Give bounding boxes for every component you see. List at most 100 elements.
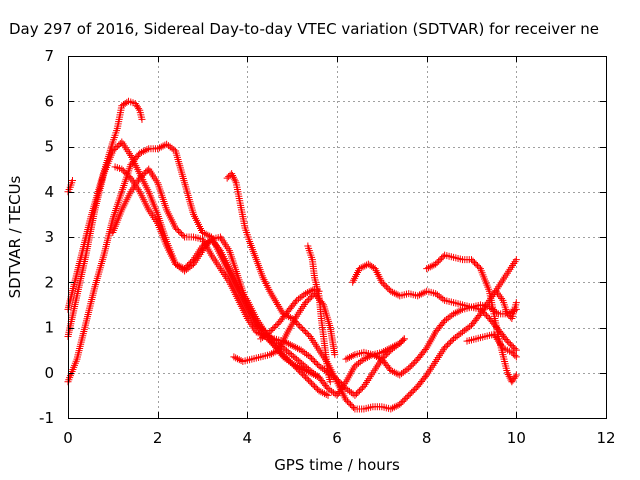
data-point <box>355 359 363 367</box>
data-point <box>495 291 503 299</box>
data-point <box>392 341 400 349</box>
data-point <box>231 177 239 185</box>
data-point <box>433 291 441 299</box>
data-point <box>223 174 231 182</box>
data-point <box>397 338 405 346</box>
data-point <box>225 173 233 181</box>
data-point <box>304 368 312 376</box>
data-point <box>323 383 331 391</box>
data-point <box>353 361 361 369</box>
data-point <box>138 148 146 156</box>
data-point <box>344 386 352 394</box>
data-point <box>172 224 180 232</box>
data-point <box>308 354 316 362</box>
data-point <box>300 291 308 299</box>
data-point <box>278 349 286 357</box>
data-point <box>468 256 475 264</box>
data-point <box>390 289 398 297</box>
data-point <box>300 327 308 335</box>
data-point <box>503 337 511 345</box>
data-point <box>232 354 240 362</box>
data-point <box>272 322 280 330</box>
data-point <box>406 390 414 398</box>
data-point <box>296 367 304 375</box>
data-point <box>135 105 143 113</box>
x-tick-label: 8 <box>422 429 432 447</box>
data-point <box>311 357 319 365</box>
data-point <box>342 396 350 404</box>
data-point <box>312 384 320 392</box>
data-point <box>509 350 517 358</box>
data-point <box>423 265 431 273</box>
data-point <box>349 403 357 411</box>
data-point <box>179 231 187 239</box>
data-point <box>326 386 334 394</box>
data-point <box>287 358 295 366</box>
data-point <box>357 264 365 272</box>
data-point <box>457 329 465 337</box>
data-point <box>269 325 277 333</box>
data-point <box>329 389 337 397</box>
data-point <box>302 299 310 307</box>
data-point <box>397 399 405 407</box>
data-point <box>498 295 506 303</box>
data-point <box>312 359 320 367</box>
data-point <box>230 175 238 183</box>
data-point <box>228 170 236 178</box>
data-point <box>139 171 147 179</box>
data-point <box>319 389 327 397</box>
data-point <box>326 378 334 386</box>
series-arc-3 <box>64 140 520 399</box>
y-tick-label: 5 <box>44 138 54 156</box>
data-point <box>442 315 450 323</box>
data-point <box>508 348 516 356</box>
data-point <box>202 230 210 238</box>
data-point <box>291 363 299 371</box>
data-point <box>181 265 189 273</box>
data-point <box>381 347 389 355</box>
data-point <box>204 238 212 246</box>
data-point <box>346 387 354 395</box>
y-tick-label: -1 <box>39 409 54 427</box>
data-point <box>439 295 447 303</box>
data-point <box>229 173 237 181</box>
y-tick-label: 2 <box>44 273 54 291</box>
data-point <box>307 287 315 295</box>
data-point <box>390 403 398 411</box>
data-point <box>157 143 165 151</box>
data-point <box>163 140 171 148</box>
data-point <box>512 299 520 307</box>
y-tick-label: 6 <box>44 92 54 110</box>
data-point <box>184 262 192 270</box>
data-point <box>259 333 267 341</box>
data-point <box>408 388 416 396</box>
data-point <box>110 146 118 154</box>
data-point <box>464 324 472 332</box>
x-tick-label: 2 <box>153 429 163 447</box>
data-point <box>347 389 355 397</box>
data-point <box>268 350 276 358</box>
data-point <box>475 263 483 271</box>
data-point <box>306 378 314 386</box>
data-point <box>473 262 481 270</box>
data-point <box>357 385 365 393</box>
data-point <box>299 347 307 355</box>
data-point <box>121 168 129 176</box>
data-point <box>482 311 490 319</box>
data-point <box>168 144 176 152</box>
y-tick-label: 3 <box>44 228 54 246</box>
data-point <box>166 143 174 151</box>
data-point <box>349 352 357 360</box>
data-point <box>512 346 520 354</box>
data-point <box>303 350 311 358</box>
data-point <box>301 349 309 357</box>
data-point <box>309 381 317 389</box>
data-point <box>428 262 436 270</box>
data-point <box>399 397 407 405</box>
data-point <box>444 314 452 322</box>
data-point <box>175 227 183 235</box>
data-point <box>311 382 319 390</box>
data-point <box>378 278 386 286</box>
data-point <box>303 297 311 305</box>
data-point <box>112 144 120 152</box>
